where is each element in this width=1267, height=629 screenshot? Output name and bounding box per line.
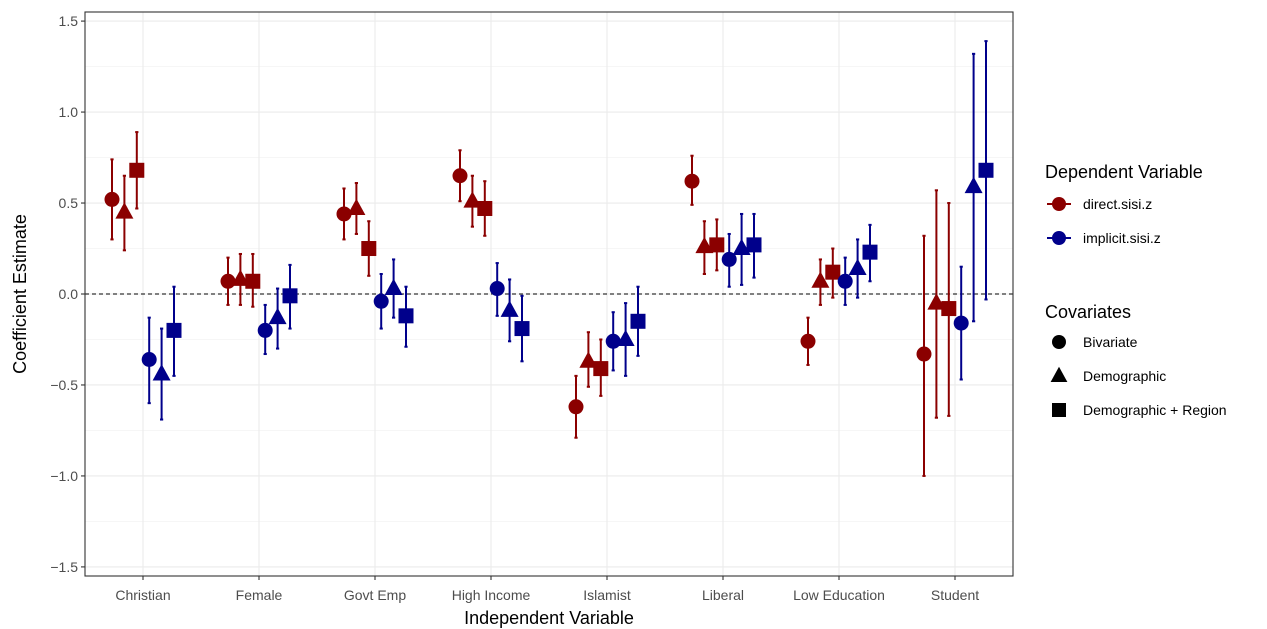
data-point	[953, 315, 969, 331]
data-point	[129, 162, 145, 178]
axes: −1.5 −1.0 −0.5 0.0 0.5 1.0 1.5 Christian Female G…	[50, 13, 979, 603]
y-tick-label: 1.0	[59, 104, 79, 120]
series-direct.sisi.z-demographic	[115, 174, 946, 419]
data-point	[463, 191, 482, 208]
data-point	[862, 244, 878, 260]
series-implicit.sisi.z-demographic	[152, 52, 983, 421]
data-point	[231, 269, 250, 286]
legend-key-circle	[1052, 197, 1066, 211]
data-point	[104, 191, 120, 207]
data-point	[220, 273, 236, 289]
data-point	[978, 162, 994, 178]
x-tick-label: Islamist	[583, 587, 631, 603]
data-point	[800, 333, 816, 349]
legend: Dependent Variable direct.sisi.z implicit…	[1045, 162, 1227, 418]
data-point	[732, 238, 751, 255]
data-point	[115, 202, 134, 219]
legend-key-triangle-icon	[1050, 366, 1068, 383]
legend-key-square-icon	[1052, 403, 1066, 417]
y-tick-label: −1.0	[50, 468, 78, 484]
legend-label: Demographic	[1083, 368, 1166, 384]
data-point	[373, 293, 389, 309]
data-point	[361, 241, 377, 257]
x-tick-label: Low Education	[793, 587, 885, 603]
data-point	[684, 173, 700, 189]
x-tick-label: Student	[931, 587, 979, 603]
legend-key-circle-icon	[1052, 335, 1066, 349]
data-point	[245, 273, 261, 289]
data-point	[837, 273, 853, 289]
legend-item-bivariate: Bivariate	[1052, 334, 1138, 350]
data-point	[152, 364, 171, 381]
y-axis-title: Coefficient Estimate	[10, 214, 30, 374]
data-point	[336, 206, 352, 222]
data-point	[916, 346, 932, 362]
data-series	[104, 40, 994, 477]
y-tick-label: 1.5	[59, 13, 79, 29]
data-point	[398, 308, 414, 324]
data-point	[605, 333, 621, 349]
series-direct.sisi.z-bivariate	[104, 149, 932, 477]
data-point	[721, 251, 737, 267]
legend-title-dependent-variable: Dependent Variable	[1045, 162, 1203, 182]
legend-label: direct.sisi.z	[1083, 196, 1152, 212]
legend-label: Demographic + Region	[1083, 402, 1227, 418]
x-axis-title: Independent Variable	[464, 608, 634, 628]
data-point	[489, 281, 505, 297]
data-point	[257, 322, 273, 338]
data-point	[141, 351, 157, 367]
data-point	[964, 176, 983, 194]
x-tick-label: Govt Emp	[344, 587, 406, 603]
y-tick-label: 0.0	[59, 286, 79, 302]
legend-title-covariates: Covariates	[1045, 302, 1131, 322]
series-direct.sisi.z-demographic-region	[129, 131, 957, 417]
data-point	[848, 258, 867, 275]
data-point	[593, 361, 609, 377]
data-point	[568, 399, 584, 415]
y-tick-label: −0.5	[50, 377, 78, 393]
data-point	[630, 313, 646, 329]
legend-label: Bivariate	[1083, 334, 1138, 350]
x-tick-label: Liberal	[702, 587, 744, 603]
data-point	[514, 321, 530, 337]
data-point	[166, 322, 182, 338]
data-point	[282, 288, 298, 304]
x-tick-label: Christian	[115, 587, 170, 603]
legend-item-demographic-region: Demographic + Region	[1052, 402, 1227, 418]
data-point	[384, 278, 403, 296]
data-point	[579, 351, 598, 368]
data-point	[347, 198, 366, 215]
data-point	[268, 307, 287, 325]
legend-item-demographic: Demographic	[1050, 366, 1166, 384]
legend-item-implicit-sisi-z: implicit.sisi.z	[1047, 230, 1161, 246]
legend-covariates-items: Bivariate Demographic Demographic + Region	[1050, 334, 1227, 418]
series-implicit.sisi.z-demographic-region	[166, 40, 994, 377]
series-implicit.sisi.z-bivariate	[141, 232, 969, 405]
x-tick-label: High Income	[452, 587, 531, 603]
legend-dependent-variable-items: direct.sisi.z implicit.sisi.z	[1047, 196, 1161, 246]
legend-item-direct-sisi-z: direct.sisi.z	[1047, 196, 1152, 212]
y-tick-label: 0.5	[59, 195, 79, 211]
x-tick-label: Female	[236, 587, 283, 603]
data-point	[825, 264, 841, 280]
data-point	[811, 271, 830, 288]
data-point	[477, 200, 493, 216]
data-point	[927, 293, 946, 310]
data-point	[709, 237, 725, 253]
data-point	[500, 300, 519, 317]
legend-key-circle	[1052, 231, 1066, 245]
data-point	[746, 237, 762, 253]
data-point	[616, 329, 635, 346]
legend-label: implicit.sisi.z	[1083, 230, 1161, 246]
data-point	[695, 236, 714, 254]
y-tick-label: −1.5	[50, 559, 78, 575]
data-point	[941, 301, 957, 317]
data-point	[452, 168, 468, 184]
